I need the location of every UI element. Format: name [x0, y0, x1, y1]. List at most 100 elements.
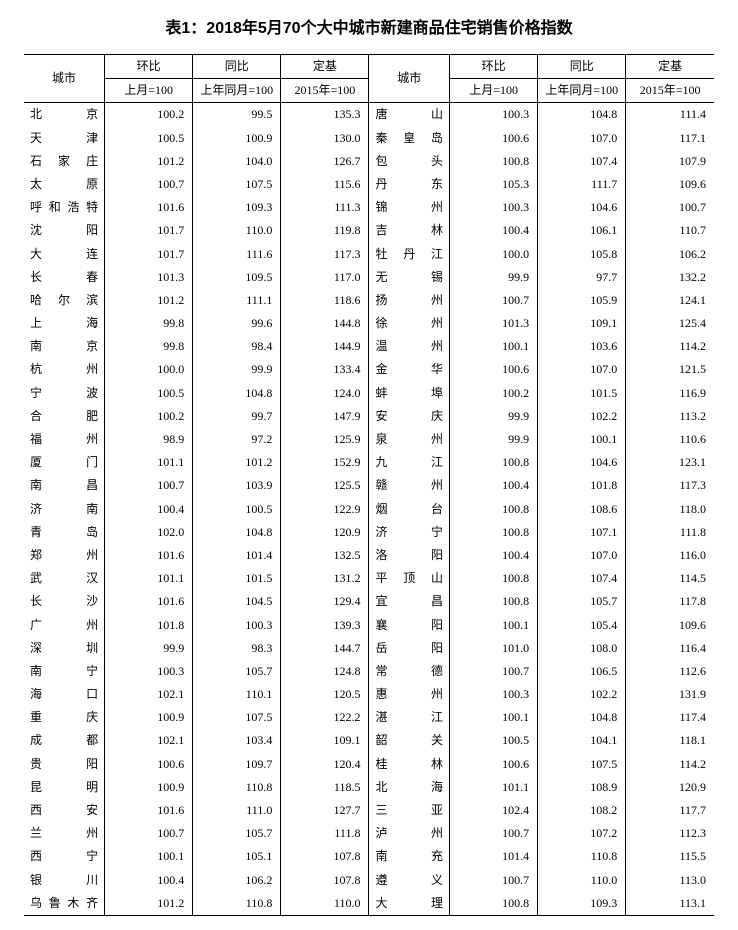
val-cell: 100.3 — [193, 614, 281, 637]
val-cell: 100.3 — [450, 683, 538, 706]
city-cell: 杭州 — [24, 358, 105, 381]
val-cell: 100.7 — [105, 474, 193, 497]
city-cell: 西宁 — [24, 845, 105, 868]
val-cell: 105.3 — [450, 173, 538, 196]
city-cell: 桂林 — [369, 753, 450, 776]
val-cell: 101.7 — [105, 243, 193, 266]
city-cell: 南京 — [24, 335, 105, 358]
val-cell: 102.4 — [450, 799, 538, 822]
val-cell: 100.8 — [450, 567, 538, 590]
val-cell: 109.7 — [193, 753, 281, 776]
city-cell: 丹东 — [369, 173, 450, 196]
val-cell: 98.9 — [105, 428, 193, 451]
val-cell: 109.3 — [538, 892, 626, 916]
val-cell: 97.2 — [193, 428, 281, 451]
val-cell: 117.7 — [626, 799, 714, 822]
val-cell: 101.3 — [450, 312, 538, 335]
city-cell: 洛阳 — [369, 544, 450, 567]
val-cell: 144.8 — [281, 312, 369, 335]
val-cell: 110.0 — [538, 869, 626, 892]
val-cell: 109.6 — [626, 614, 714, 637]
val-cell: 100.5 — [105, 382, 193, 405]
val-cell: 107.1 — [538, 521, 626, 544]
table-row: 天津100.5100.9130.0秦皇岛100.6107.0117.1 — [24, 127, 714, 150]
table-row: 济南100.4100.5122.9烟台100.8108.6118.0 — [24, 498, 714, 521]
val-cell: 104.1 — [538, 729, 626, 752]
val-cell: 101.2 — [105, 892, 193, 916]
col-tongbi-1: 同比 — [193, 55, 281, 79]
val-cell: 111.0 — [193, 799, 281, 822]
val-cell: 110.8 — [193, 892, 281, 916]
val-cell: 125.5 — [281, 474, 369, 497]
val-cell: 105.7 — [193, 822, 281, 845]
val-cell: 100.2 — [105, 103, 193, 127]
val-cell: 109.5 — [193, 266, 281, 289]
city-cell: 锦州 — [369, 196, 450, 219]
val-cell: 100.7 — [626, 196, 714, 219]
val-cell: 109.1 — [538, 312, 626, 335]
val-cell: 99.9 — [450, 428, 538, 451]
val-cell: 100.1 — [105, 845, 193, 868]
val-cell: 132.5 — [281, 544, 369, 567]
val-cell: 107.0 — [538, 544, 626, 567]
val-cell: 118.5 — [281, 776, 369, 799]
val-cell: 122.2 — [281, 706, 369, 729]
table-row: 福州98.997.2125.9泉州99.9100.1110.6 — [24, 428, 714, 451]
val-cell: 103.6 — [538, 335, 626, 358]
val-cell: 135.3 — [281, 103, 369, 127]
val-cell: 100.1 — [538, 428, 626, 451]
val-cell: 109.1 — [281, 729, 369, 752]
val-cell: 107.5 — [193, 173, 281, 196]
val-cell: 117.1 — [626, 127, 714, 150]
val-cell: 133.4 — [281, 358, 369, 381]
val-cell: 99.9 — [105, 637, 193, 660]
val-cell: 99.9 — [450, 405, 538, 428]
val-cell: 139.3 — [281, 614, 369, 637]
val-cell: 110.1 — [193, 683, 281, 706]
table-row: 银川100.4106.2107.8遵义100.7110.0113.0 — [24, 869, 714, 892]
val-cell: 122.9 — [281, 498, 369, 521]
val-cell: 102.2 — [538, 405, 626, 428]
val-cell: 125.4 — [626, 312, 714, 335]
val-cell: 113.1 — [626, 892, 714, 916]
city-cell: 贵阳 — [24, 753, 105, 776]
city-cell: 九江 — [369, 451, 450, 474]
city-cell: 北海 — [369, 776, 450, 799]
val-cell: 101.3 — [105, 266, 193, 289]
city-cell: 上海 — [24, 312, 105, 335]
val-cell: 104.6 — [538, 451, 626, 474]
val-cell: 106.5 — [538, 660, 626, 683]
val-cell: 100.9 — [105, 706, 193, 729]
val-cell: 100.5 — [450, 729, 538, 752]
val-cell: 100.1 — [450, 706, 538, 729]
val-cell: 106.1 — [538, 219, 626, 242]
city-cell: 大连 — [24, 243, 105, 266]
city-cell: 宜昌 — [369, 590, 450, 613]
val-cell: 104.8 — [538, 103, 626, 127]
val-cell: 120.9 — [626, 776, 714, 799]
val-cell: 98.3 — [193, 637, 281, 660]
city-cell: 唐山 — [369, 103, 450, 127]
val-cell: 107.2 — [538, 822, 626, 845]
val-cell: 100.7 — [450, 822, 538, 845]
val-cell: 99.9 — [450, 266, 538, 289]
val-cell: 101.1 — [450, 776, 538, 799]
city-cell: 安庆 — [369, 405, 450, 428]
city-cell: 济宁 — [369, 521, 450, 544]
val-cell: 108.9 — [538, 776, 626, 799]
val-cell: 104.8 — [193, 521, 281, 544]
val-cell: 100.0 — [105, 358, 193, 381]
val-cell: 100.3 — [450, 103, 538, 127]
val-cell: 99.9 — [193, 358, 281, 381]
val-cell: 100.7 — [105, 173, 193, 196]
val-cell: 117.0 — [281, 266, 369, 289]
val-cell: 111.7 — [538, 173, 626, 196]
val-cell: 104.8 — [193, 382, 281, 405]
val-cell: 125.9 — [281, 428, 369, 451]
val-cell: 107.4 — [538, 150, 626, 173]
val-cell: 102.1 — [105, 729, 193, 752]
city-cell: 吉林 — [369, 219, 450, 242]
val-cell: 110.6 — [626, 428, 714, 451]
table-row: 乌鲁木齐101.2110.8110.0大理100.8109.3113.1 — [24, 892, 714, 916]
city-cell: 昆明 — [24, 776, 105, 799]
